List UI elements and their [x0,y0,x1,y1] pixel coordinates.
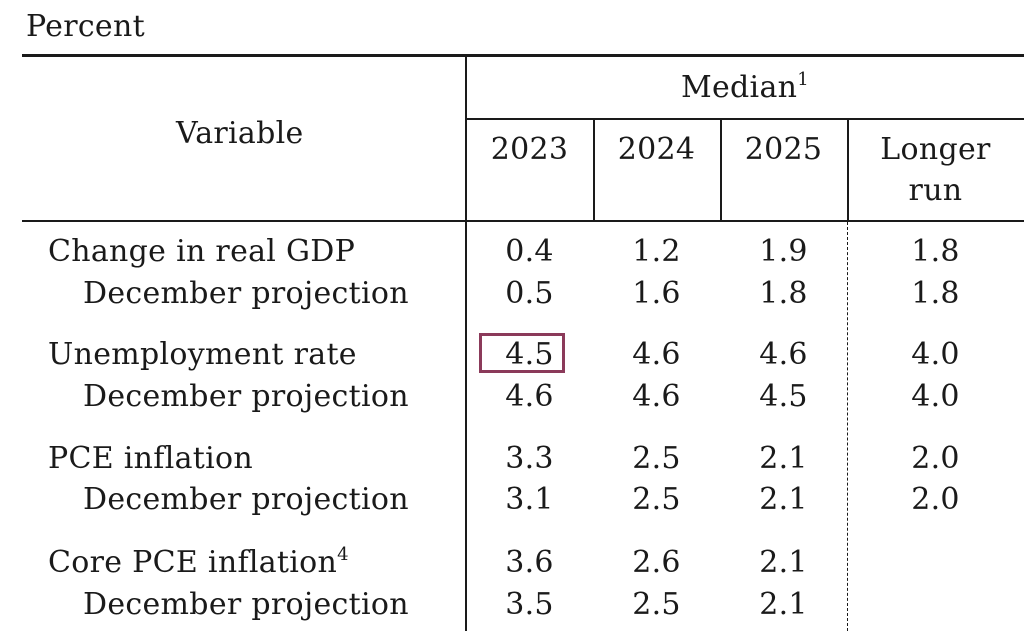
table-cell: 1.8 [911,276,960,311]
table-cell: 0.4 [505,234,554,269]
table-cell: 1.8 [911,234,960,269]
year-header-2024: 2024 [617,132,696,167]
header-rule [22,220,1024,222]
row-label: Core PCE inflation4 [48,544,349,580]
row-label-sub: December projection [83,276,409,311]
table-cell: 2.5 [632,482,681,517]
year-divider-2025 [720,119,722,221]
table-cell: 3.3 [505,441,554,476]
table-cell: 0.5 [505,276,554,311]
highlight-box [479,333,565,373]
table-cell: 1.9 [759,234,808,269]
row-label-sub: December projection [83,587,409,622]
longer-run-dashed-divider [847,222,848,631]
row-label: PCE inflation [48,441,254,476]
longer-run-header-line2: run [908,173,963,208]
row-footnote: 4 [337,544,349,565]
table-cell: 3.1 [505,482,554,517]
row-label: Unemployment rate [48,337,357,372]
table-cell: 4.6 [632,337,681,372]
table-cell: 2.1 [759,545,808,580]
table-cell: 2.6 [632,545,681,580]
top-rule [22,54,1024,57]
table-cell: 1.2 [632,234,681,269]
table-cell: 2.1 [759,482,808,517]
table-cell: 1.6 [632,276,681,311]
median-footnote: 1 [797,69,810,90]
table-cell: 2.5 [632,587,681,622]
median-header: Median1 [680,69,810,105]
table-cell: 1.8 [759,276,808,311]
table-cell: 2.0 [911,441,960,476]
row-label-sub: December projection [83,379,409,414]
variable-column-divider [465,56,467,631]
unit-label: Percent [26,9,145,44]
row-label-sub: December projection [83,482,409,517]
table-cell: 2.1 [759,587,808,622]
year-header-2023: 2023 [490,132,569,167]
table-cell: 4.5 [759,379,808,414]
table-cell: 4.6 [759,337,808,372]
longer-run-header-line1: Longer [880,132,991,167]
table-cell: 4.0 [911,379,960,414]
table-cell: 3.6 [505,545,554,580]
table-cell: 2.5 [632,441,681,476]
table-cell: 4.6 [632,379,681,414]
table-cell: 4.6 [505,379,554,414]
table-cell: 2.1 [759,441,808,476]
year-divider-2024 [593,119,595,221]
table-cell: 3.5 [505,587,554,622]
table-cell: 4.0 [911,337,960,372]
variable-header: Variable [176,116,304,151]
year-header-2025: 2025 [744,132,823,167]
table-cell-highlighted: 4.5 [505,337,554,372]
row-label: Change in real GDP [48,234,356,269]
median-rule [466,118,1024,120]
table-cell: 2.0 [911,482,960,517]
longer-run-divider [847,119,849,221]
